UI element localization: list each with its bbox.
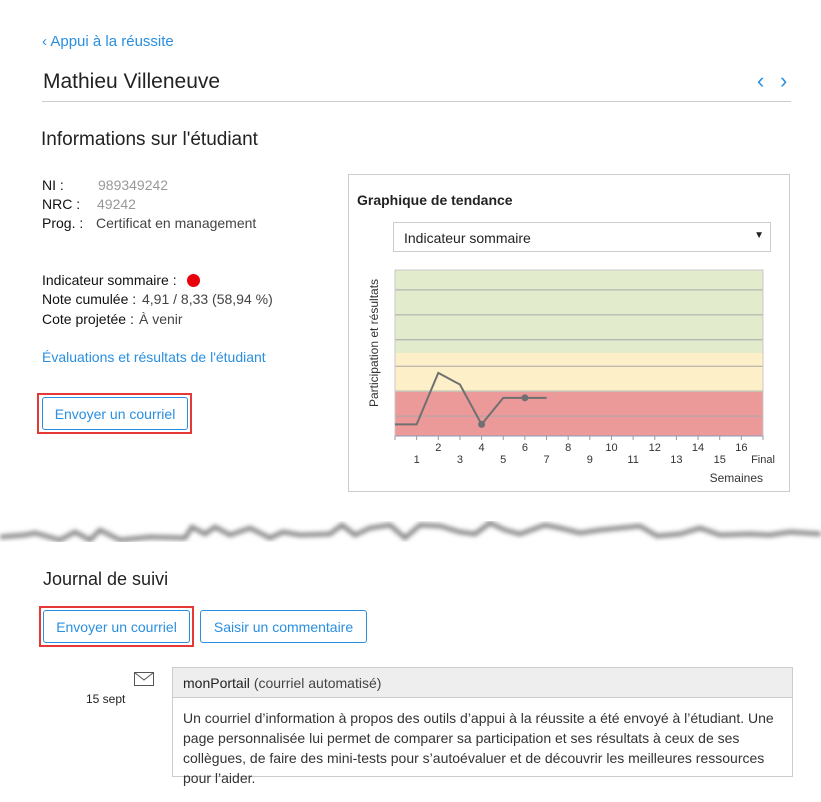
entry-type: (courriel automatisé) [253, 675, 382, 691]
prog-value: Certificat en management [96, 215, 257, 231]
torn-edge-separator [0, 520, 821, 543]
nrc-value: 49242 [97, 196, 136, 212]
next-student-button[interactable]: › [780, 68, 788, 93]
info-title: Informations sur l'étudiant [41, 129, 258, 150]
trend-chart-panel: Graphique de tendance Indicateur sommair… [348, 174, 790, 492]
prev-student-button[interactable]: ‹ [757, 68, 765, 93]
zone-band [395, 270, 763, 353]
x-tick-label: 6 [522, 442, 528, 454]
prog-label: Prog. : [42, 215, 84, 231]
caret-down-icon: ▼ [754, 230, 764, 241]
x-tick-label: 15 [714, 454, 726, 466]
x-tick-label: 10 [605, 442, 617, 454]
journal-send-email-button[interactable]: Envoyer un courriel [43, 610, 190, 643]
ni-value: 989349242 [98, 177, 169, 193]
indicator-status-dot [187, 274, 200, 287]
indicator-select[interactable]: Indicateur sommaire ▼ [393, 222, 771, 252]
send-email-button[interactable]: Envoyer un courriel [42, 397, 188, 430]
cote-label: Cote projetée : [42, 311, 134, 327]
envelope-icon [134, 672, 154, 686]
divider [42, 101, 791, 102]
x-tick-label: 12 [649, 442, 661, 454]
x-tick-label: 1 [414, 454, 420, 466]
data-point [521, 394, 529, 402]
note-value: 4,91 / 8,33 (58,94 %) [142, 291, 273, 307]
ni-label: NI : [42, 177, 64, 193]
x-tick-label: 13 [670, 454, 682, 466]
entry-date: 15 sept [86, 692, 126, 706]
x-tick-label: 3 [457, 454, 463, 466]
x-tick-label: 4 [479, 442, 485, 454]
x-tick-label: 11 [627, 454, 638, 466]
zone-band [395, 392, 763, 436]
x-tick-label: 9 [587, 454, 593, 466]
note-label: Note cumulée : [42, 291, 137, 307]
y-axis-label: Participation et résultats [367, 279, 381, 407]
highlight-box [39, 606, 194, 647]
x-tick-label: 5 [500, 454, 506, 466]
back-link-label: Appui à la réussite [50, 33, 174, 50]
chevron-left-icon: ‹ [42, 33, 47, 50]
x-tick-label: 7 [543, 454, 549, 466]
cote-value: À venir [139, 311, 183, 327]
x-tick-label: 2 [435, 442, 441, 454]
student-name: Mathieu Villeneuve [43, 70, 221, 93]
x-tick-label: 8 [565, 442, 571, 454]
trend-chart: 12345678910111213141516FinalParticipatio… [367, 269, 775, 485]
indicator-select-value: Indicateur sommaire [404, 230, 531, 246]
evaluations-link[interactable]: Évaluations et résultats de l'étudiant [42, 349, 266, 365]
x-tick-label: 14 [692, 442, 704, 454]
series-line [395, 371, 547, 427]
data-point [478, 420, 486, 428]
add-comment-button[interactable]: Saisir un commentaire [200, 610, 367, 643]
journal-title: Journal de suivi [43, 569, 169, 589]
trend-title: Graphique de tendance [357, 192, 513, 208]
x-tick-label: 16 [735, 442, 747, 454]
zone-band [395, 353, 763, 393]
highlight-box [37, 393, 192, 434]
indicator-label: Indicateur sommaire : [42, 272, 177, 288]
nrc-label: NRC : [42, 196, 81, 212]
entry-source: monPortail [183, 675, 250, 691]
entry-text: Un courriel d’information à propos des o… [183, 710, 774, 786]
x-axis-label: Semaines [710, 471, 763, 485]
back-link[interactable]: ‹ Appui à la réussite [42, 33, 174, 50]
x-tick-label: Final [751, 454, 775, 466]
